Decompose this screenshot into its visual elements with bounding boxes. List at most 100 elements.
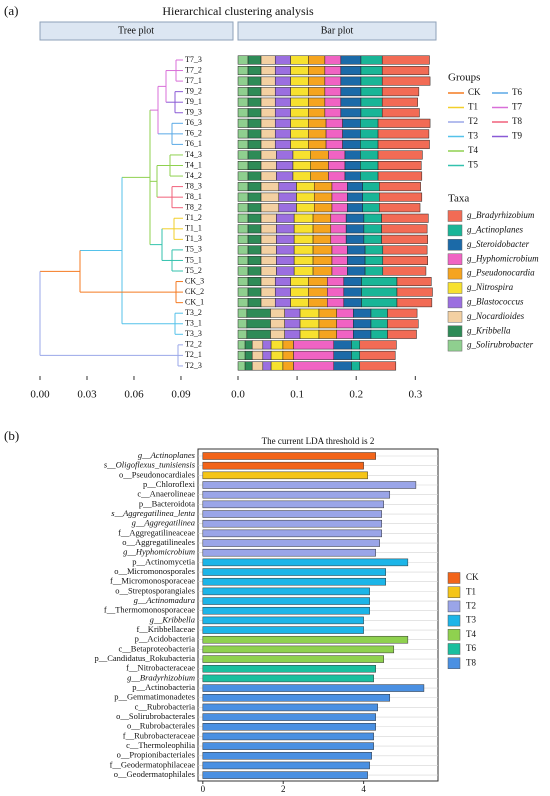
bar-segment xyxy=(237,87,249,97)
bar-segment xyxy=(381,213,429,223)
bar-header xyxy=(237,21,437,41)
bar-segment xyxy=(260,171,277,181)
legend-label: g_Bradyrhizobium xyxy=(467,210,535,220)
bar-segment xyxy=(331,245,348,255)
legend-label: CK xyxy=(468,87,481,97)
bar-segment xyxy=(308,298,328,308)
bar xyxy=(202,481,417,489)
bar-segment xyxy=(293,234,314,244)
bar-segment xyxy=(333,340,352,350)
bar-segment xyxy=(290,139,309,149)
bar-segment xyxy=(370,329,388,339)
bar-segment xyxy=(237,97,249,107)
bar-segment xyxy=(360,171,379,181)
bar-segment xyxy=(381,234,428,244)
y-tick-label: o__Solirubrobacterales xyxy=(116,711,195,721)
bar-segment xyxy=(340,66,362,76)
bar-segment xyxy=(353,329,372,339)
bar-segment xyxy=(362,203,380,213)
bar-segment xyxy=(237,308,248,318)
bar-segment xyxy=(237,213,249,223)
bar-segment xyxy=(326,287,345,297)
bar-segment xyxy=(244,361,253,371)
bar-segment xyxy=(276,266,295,276)
bar-segment xyxy=(247,97,262,107)
leaf-label: T6_2 xyxy=(185,129,202,138)
bar-segment xyxy=(308,118,327,128)
x-tick-label: 0.0 xyxy=(231,389,245,401)
bar-title: Bar plot xyxy=(321,25,354,36)
bar-segment xyxy=(247,129,262,139)
bar-segment xyxy=(308,108,326,118)
y-tick-label: f__Geodermatophilaceae xyxy=(110,759,196,769)
bar-segment xyxy=(293,213,314,223)
legend-swatch xyxy=(447,325,463,337)
bar-segment xyxy=(387,329,417,339)
bar xyxy=(202,684,425,692)
bar-segment xyxy=(260,161,277,170)
bar-segment xyxy=(324,97,342,107)
y-tick-label: s__Aggregatilinea_lenta xyxy=(111,508,195,518)
bar-segment xyxy=(247,298,262,308)
y-tick-label: p__Gemmatimonadetes xyxy=(114,692,195,702)
x-tick-label: 0.2 xyxy=(349,389,363,401)
bar-segment xyxy=(290,55,309,65)
bar-segment xyxy=(292,171,311,181)
bar-segment xyxy=(343,287,362,297)
bar-segment xyxy=(360,97,383,107)
legend-label: g_Steroidobacter xyxy=(467,239,530,249)
bar-segment xyxy=(260,213,277,223)
legend-label: g_Nocardioides xyxy=(467,311,525,321)
bar-segment xyxy=(284,319,301,329)
bar-segment xyxy=(340,76,362,86)
bar-segment xyxy=(247,139,262,149)
x-tick-label: 0.03 xyxy=(77,389,97,401)
bar-segment xyxy=(278,192,297,202)
legend-label: T5 xyxy=(468,160,478,170)
bar-segment xyxy=(237,66,249,76)
x-tick-label: 2 xyxy=(281,784,286,794)
y-tick-label: c__Thermoleophilia xyxy=(126,740,195,750)
leaf-label: T7_2 xyxy=(185,65,202,74)
bar-segment xyxy=(330,213,347,223)
bar-segment xyxy=(260,108,276,118)
x-tick-label: 0.1 xyxy=(290,389,304,401)
legend-swatch xyxy=(447,224,463,237)
bar-segment xyxy=(260,255,277,265)
bar-segment xyxy=(274,129,291,139)
bar xyxy=(202,694,391,702)
bar-segment xyxy=(290,108,309,118)
bar-segment xyxy=(276,245,295,255)
bar-segment xyxy=(247,150,262,160)
bar xyxy=(202,761,370,770)
bar-segment xyxy=(318,329,337,339)
bar-segment xyxy=(274,66,291,76)
bar-segment xyxy=(377,118,431,128)
legend-title: Taxa xyxy=(448,193,469,205)
bar-segment xyxy=(381,224,428,234)
bar-segment xyxy=(379,192,423,202)
bar-segment xyxy=(237,182,249,192)
bar-segment xyxy=(278,203,297,213)
legend-swatch xyxy=(447,657,461,669)
bar-segment xyxy=(276,150,294,160)
bar-segment xyxy=(326,277,345,287)
bar-segment xyxy=(247,76,262,86)
bar-segment xyxy=(290,97,309,107)
legend-label: T1 xyxy=(466,586,476,596)
bar-segment xyxy=(260,234,277,244)
bar-segment xyxy=(326,298,345,308)
bar-segment xyxy=(328,150,346,160)
bar-segment xyxy=(237,361,246,371)
x-tick-label: 0.00 xyxy=(30,389,50,401)
bar-segment xyxy=(244,350,253,360)
legend-swatch xyxy=(447,586,461,598)
bar xyxy=(202,655,384,663)
bar-segment xyxy=(251,350,264,360)
legend-label: g_Solirubrobacter xyxy=(467,340,534,350)
bar-segment xyxy=(351,340,361,350)
y-tick-label: g__Hyphomicrobium xyxy=(123,547,195,557)
legend-label: T4 xyxy=(466,629,476,639)
bar-segment xyxy=(308,277,328,287)
bar-segment xyxy=(347,245,366,255)
